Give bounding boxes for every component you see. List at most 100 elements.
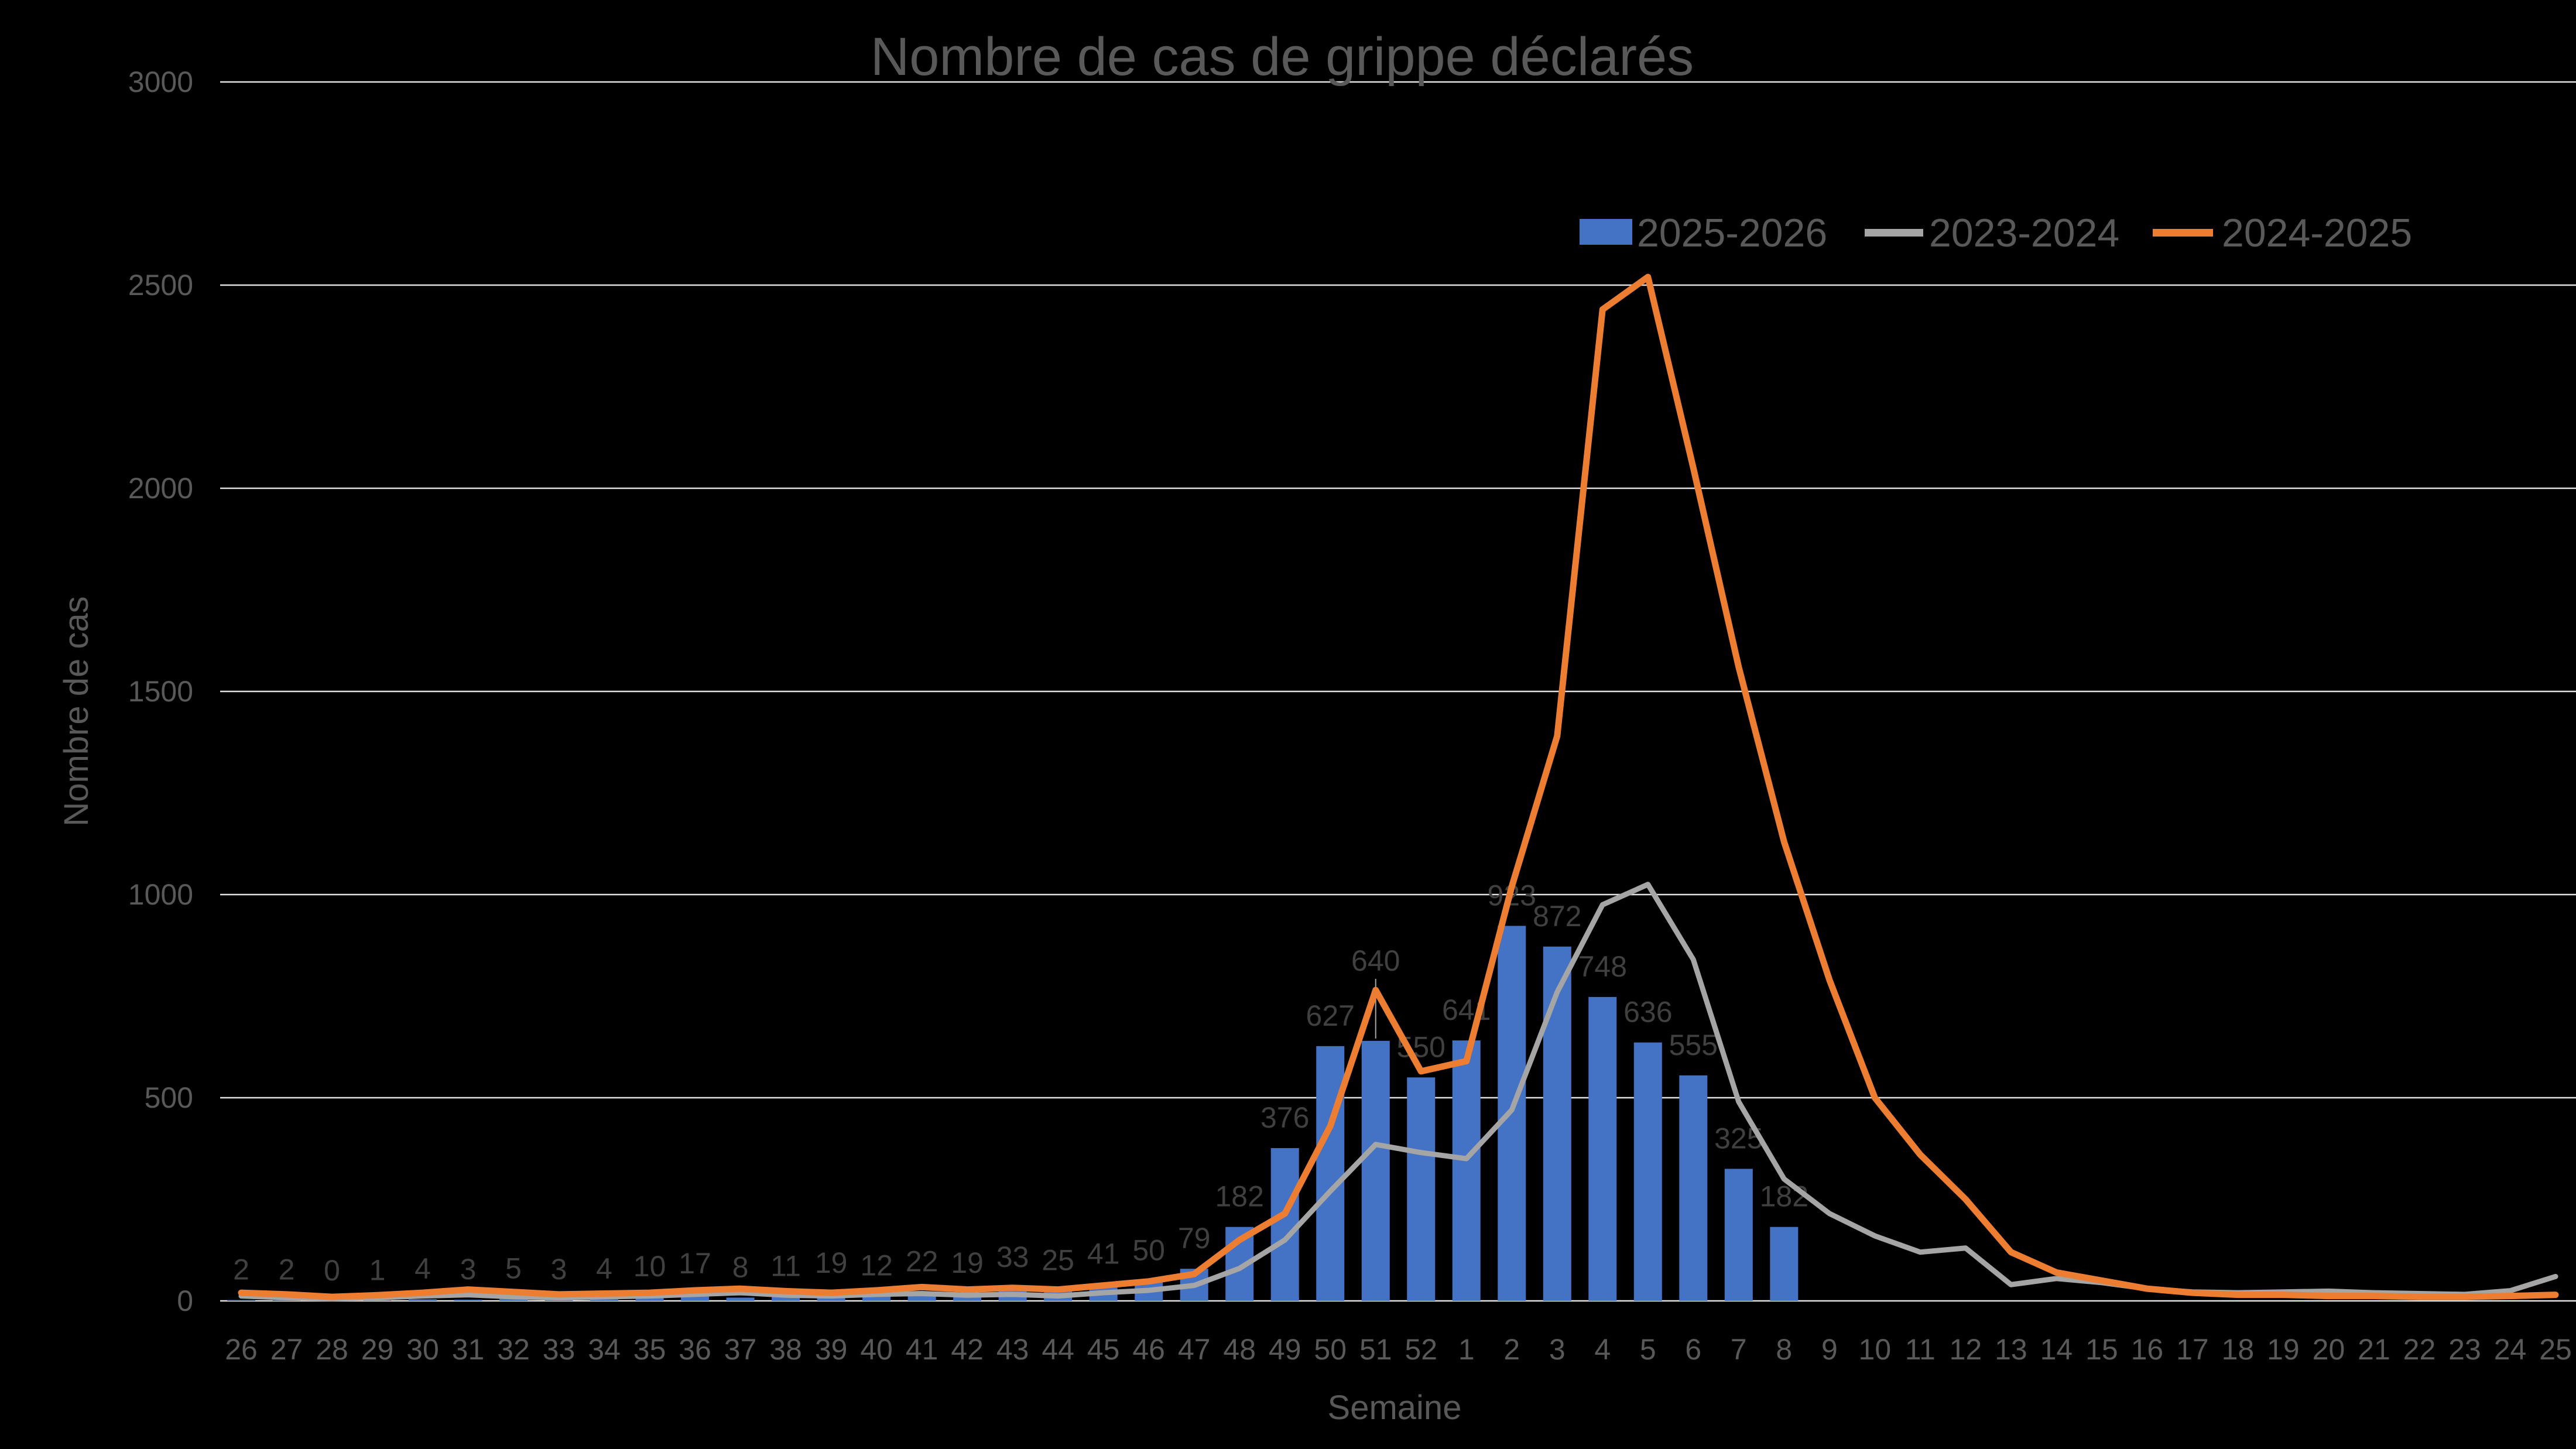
legend-item-2023-2024[interactable]: 2023-2024 [1865, 211, 2119, 255]
x-tick-label-week-3: 3 [1549, 1333, 1566, 1366]
y-tick-label-1000: 1000 [128, 878, 193, 911]
x-tick-label-week-40: 40 [860, 1333, 893, 1366]
bar-week-4[interactable] [1588, 996, 1617, 1301]
x-tick-label-week-8: 8 [1776, 1333, 1792, 1366]
x-tick-label-week-24: 24 [2494, 1333, 2527, 1366]
x-tick-label-week-48: 48 [1223, 1333, 1256, 1366]
gridlines [220, 81, 2576, 1302]
x-tick-label-week-47: 47 [1178, 1333, 1211, 1366]
x-tick-label-week-44: 44 [1042, 1333, 1074, 1366]
bar-week-34[interactable] [590, 1299, 619, 1301]
bar-week-27[interactable] [272, 1300, 301, 1301]
y-axis-tick-labels: 0 500 1000 1500 2000 2500 3000 [128, 66, 193, 1317]
bar-week-32[interactable] [499, 1299, 528, 1301]
line-series-2024-2025[interactable] [238, 273, 2559, 1300]
data-label-week-50: 627 [1306, 999, 1355, 1032]
data-label-week-41: 22 [906, 1245, 938, 1278]
x-tick-label-week-39: 39 [815, 1333, 848, 1366]
data-label-week-48: 182 [1215, 1180, 1264, 1213]
bar-week-35[interactable] [635, 1297, 664, 1301]
x-tick-label-week-46: 46 [1132, 1333, 1165, 1366]
data-label-week-47: 79 [1178, 1222, 1211, 1255]
y-tick-label-500: 500 [145, 1081, 193, 1114]
x-tick-label-week-25: 25 [2539, 1333, 2572, 1366]
data-label-week-46: 50 [1132, 1234, 1165, 1266]
bar-week-40[interactable] [862, 1296, 891, 1301]
data-label-week-3: 872 [1533, 900, 1581, 933]
bar-week-49[interactable] [1270, 1148, 1299, 1301]
bar-week-30[interactable] [409, 1299, 437, 1301]
x-tick-label-week-1: 1 [1458, 1333, 1475, 1366]
data-label-week-28: 0 [324, 1254, 340, 1287]
x-tick-label-week-20: 20 [2313, 1333, 2345, 1366]
legend-swatch-line-icon [1865, 229, 1923, 237]
bar-week-52[interactable] [1407, 1077, 1436, 1301]
bar-week-8[interactable] [1770, 1227, 1799, 1301]
legend-swatch-line-icon [2153, 229, 2213, 237]
data-label-week-49: 376 [1260, 1101, 1309, 1134]
legend-swatch-bar-icon [1580, 219, 1632, 245]
bar-week-26[interactable] [227, 1300, 255, 1301]
data-label-week-29: 1 [369, 1253, 386, 1286]
bar-week-33[interactable] [544, 1299, 573, 1301]
x-tick-label-week-27: 27 [270, 1333, 303, 1366]
x-tick-label-week-7: 7 [1731, 1333, 1747, 1366]
x-tick-label-week-19: 19 [2267, 1333, 2300, 1366]
line-2024-2025[interactable] [238, 273, 2559, 1300]
legend: 2025-2026 2023-2024 2024-2025 [1580, 211, 2412, 255]
bar-week-6[interactable] [1679, 1075, 1708, 1301]
bar-week-3[interactable] [1543, 946, 1571, 1301]
data-label-week-6: 555 [1669, 1029, 1718, 1061]
data-label-week-8: 182 [1760, 1180, 1808, 1213]
x-tick-label-week-52: 52 [1405, 1333, 1437, 1366]
x-tick-label-week-43: 43 [996, 1333, 1029, 1366]
bar-data-labels: 2 2 0 1 4 3 5 3 4 10 17 8 11 19 12 22 19 33 25 41 50 79182376… [233, 879, 1808, 1287]
x-tick-label-week-42: 42 [951, 1333, 984, 1366]
x-tick-label-week-41: 41 [906, 1333, 938, 1366]
legend-item-2025-2026[interactable]: 2025-2026 [1580, 211, 1827, 255]
legend-label: 2024-2025 [2222, 211, 2412, 255]
bar-week-51[interactable] [1361, 1040, 1390, 1301]
bar-week-7[interactable] [1724, 1169, 1753, 1301]
bar-week-38[interactable] [772, 1296, 800, 1301]
bar-week-29[interactable] [363, 1300, 392, 1301]
x-tick-label-week-16: 16 [2131, 1333, 2164, 1366]
x-tick-label-week-35: 35 [633, 1333, 666, 1366]
x-tick-label-week-38: 38 [769, 1333, 802, 1366]
x-tick-label-week-34: 34 [588, 1333, 621, 1366]
data-label-week-26: 2 [233, 1253, 249, 1286]
x-tick-label-week-26: 26 [225, 1333, 258, 1366]
data-label-week-32: 5 [505, 1252, 522, 1285]
bar-week-36[interactable] [681, 1294, 710, 1301]
data-label-week-34: 4 [596, 1252, 612, 1285]
data-label-week-36: 17 [679, 1247, 711, 1280]
bar-week-37[interactable] [726, 1297, 755, 1301]
bar-week-31[interactable] [454, 1299, 482, 1301]
bar-series-2025-2026[interactable] [227, 926, 1799, 1301]
legend-item-2024-2025[interactable]: 2024-2025 [2153, 211, 2412, 255]
x-tick-label-week-33: 33 [543, 1333, 576, 1366]
x-axis-tick-labels: 26 27 28 29 30 31 32 33 34 35 36 37 38 39 40 41 42 43 44 45… [225, 1333, 2572, 1366]
x-tick-label-week-6: 6 [1685, 1333, 1701, 1366]
legend-label: 2025-2026 [1637, 211, 1827, 255]
x-tick-label-week-9: 9 [1821, 1333, 1838, 1366]
x-tick-label-week-18: 18 [2222, 1333, 2255, 1366]
x-tick-label-week-13: 13 [1995, 1333, 2027, 1366]
data-label-week-43: 33 [996, 1241, 1029, 1273]
y-tick-label-1500: 1500 [128, 675, 193, 708]
data-label-week-27: 2 [279, 1253, 295, 1286]
data-label-week-38: 11 [770, 1249, 801, 1282]
bar-week-5[interactable] [1633, 1042, 1662, 1301]
x-tick-label-week-37: 37 [724, 1333, 757, 1366]
x-tick-label-week-30: 30 [406, 1333, 439, 1366]
bar-week-50[interactable] [1316, 1046, 1345, 1301]
y-tick-label-2500: 2500 [128, 269, 193, 302]
data-label-week-4: 748 [1578, 950, 1627, 983]
x-tick-label-week-36: 36 [679, 1333, 711, 1366]
y-tick-label-0: 0 [177, 1284, 193, 1317]
x-tick-label-week-15: 15 [2085, 1333, 2118, 1366]
y-tick-label-2000: 2000 [128, 472, 193, 505]
bar-week-1[interactable] [1452, 1040, 1481, 1301]
data-label-week-44: 25 [1042, 1244, 1074, 1277]
x-tick-label-week-12: 12 [1950, 1333, 1982, 1366]
